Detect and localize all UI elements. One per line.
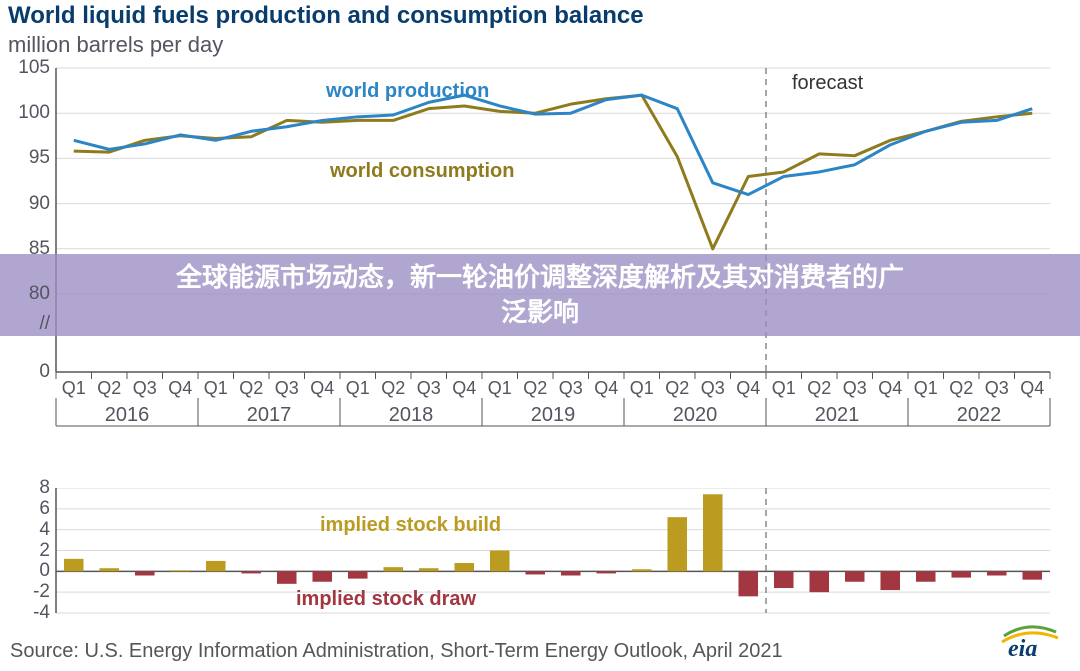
ytick-bottom: 4 bbox=[10, 519, 50, 541]
ytick-label: 105 bbox=[10, 57, 50, 79]
banner-line-1: 全球能源市场动态，新一轮油价调整深度解析及其对消费者的广 bbox=[176, 260, 904, 295]
quarter-label: Q4 bbox=[590, 378, 622, 399]
quarter-label: Q3 bbox=[555, 378, 587, 399]
quarter-label: Q3 bbox=[413, 378, 445, 399]
quarter-label: Q3 bbox=[981, 378, 1013, 399]
ytick-zero: 0 bbox=[10, 361, 50, 383]
chart-subtitle: million barrels per day bbox=[8, 32, 223, 58]
ytick-label: 85 bbox=[10, 238, 50, 260]
svg-text:eia: eia bbox=[1008, 636, 1037, 660]
quarter-label: Q2 bbox=[803, 378, 835, 399]
quarter-label: Q4 bbox=[306, 378, 338, 399]
quarter-label: Q4 bbox=[1016, 378, 1048, 399]
banner-line-2: 泛影响 bbox=[501, 295, 579, 330]
draw-label: implied stock draw bbox=[296, 588, 476, 611]
ytick-label: 95 bbox=[10, 147, 50, 169]
quarter-label: Q2 bbox=[661, 378, 693, 399]
quarter-label: Q4 bbox=[164, 378, 196, 399]
series-label-consumption: world consumption bbox=[330, 160, 514, 183]
quarter-label: Q2 bbox=[377, 378, 409, 399]
quarter-label: Q1 bbox=[484, 378, 516, 399]
quarter-label: Q2 bbox=[519, 378, 551, 399]
ytick-label: 90 bbox=[10, 193, 50, 215]
ytick-bottom: 6 bbox=[10, 498, 50, 520]
year-label: 2019 bbox=[523, 404, 583, 427]
quarter-label: Q3 bbox=[697, 378, 729, 399]
quarter-label: Q1 bbox=[200, 378, 232, 399]
overlay-banner: 全球能源市场动态，新一轮油价调整深度解析及其对消费者的广 泛影响 bbox=[0, 254, 1080, 336]
eia-logo-svg: eia bbox=[998, 618, 1060, 660]
ytick-bottom: 2 bbox=[10, 540, 50, 562]
year-label: 2020 bbox=[665, 404, 725, 427]
quarter-label: Q4 bbox=[448, 378, 480, 399]
build-label: implied stock build bbox=[320, 514, 501, 537]
bottom-chart bbox=[0, 488, 1080, 618]
ytick-bottom: -4 bbox=[10, 602, 50, 624]
quarter-label: Q4 bbox=[874, 378, 906, 399]
forecast-label: forecast bbox=[792, 72, 863, 95]
quarter-label: Q1 bbox=[58, 378, 90, 399]
quarter-label: Q1 bbox=[910, 378, 942, 399]
ytick-bottom: -2 bbox=[10, 581, 50, 603]
eia-logo: eia bbox=[998, 618, 1060, 665]
axis-break: // bbox=[10, 313, 50, 335]
ytick-bottom: 0 bbox=[10, 560, 50, 582]
quarter-label: Q1 bbox=[626, 378, 658, 399]
quarter-label: Q2 bbox=[235, 378, 267, 399]
quarter-label: Q1 bbox=[768, 378, 800, 399]
year-label: 2016 bbox=[97, 404, 157, 427]
quarter-label: Q3 bbox=[839, 378, 871, 399]
year-label: 2021 bbox=[807, 404, 867, 427]
quarter-label: Q4 bbox=[732, 378, 764, 399]
bottom-chart-svg bbox=[0, 488, 1080, 618]
source-text: Source: U.S. Energy Information Administ… bbox=[10, 640, 783, 663]
ytick-bottom: 8 bbox=[10, 477, 50, 499]
quarter-label: Q3 bbox=[271, 378, 303, 399]
year-label: 2022 bbox=[949, 404, 1009, 427]
quarter-label: Q1 bbox=[342, 378, 374, 399]
year-label: 2017 bbox=[239, 404, 299, 427]
ytick-label: 100 bbox=[10, 102, 50, 124]
quarter-label: Q3 bbox=[129, 378, 161, 399]
ytick-label: 80 bbox=[10, 283, 50, 305]
quarter-label: Q2 bbox=[93, 378, 125, 399]
year-label: 2018 bbox=[381, 404, 441, 427]
quarter-label: Q2 bbox=[945, 378, 977, 399]
chart-title: World liquid fuels production and consum… bbox=[8, 2, 644, 30]
series-label-production: world production bbox=[326, 80, 489, 103]
